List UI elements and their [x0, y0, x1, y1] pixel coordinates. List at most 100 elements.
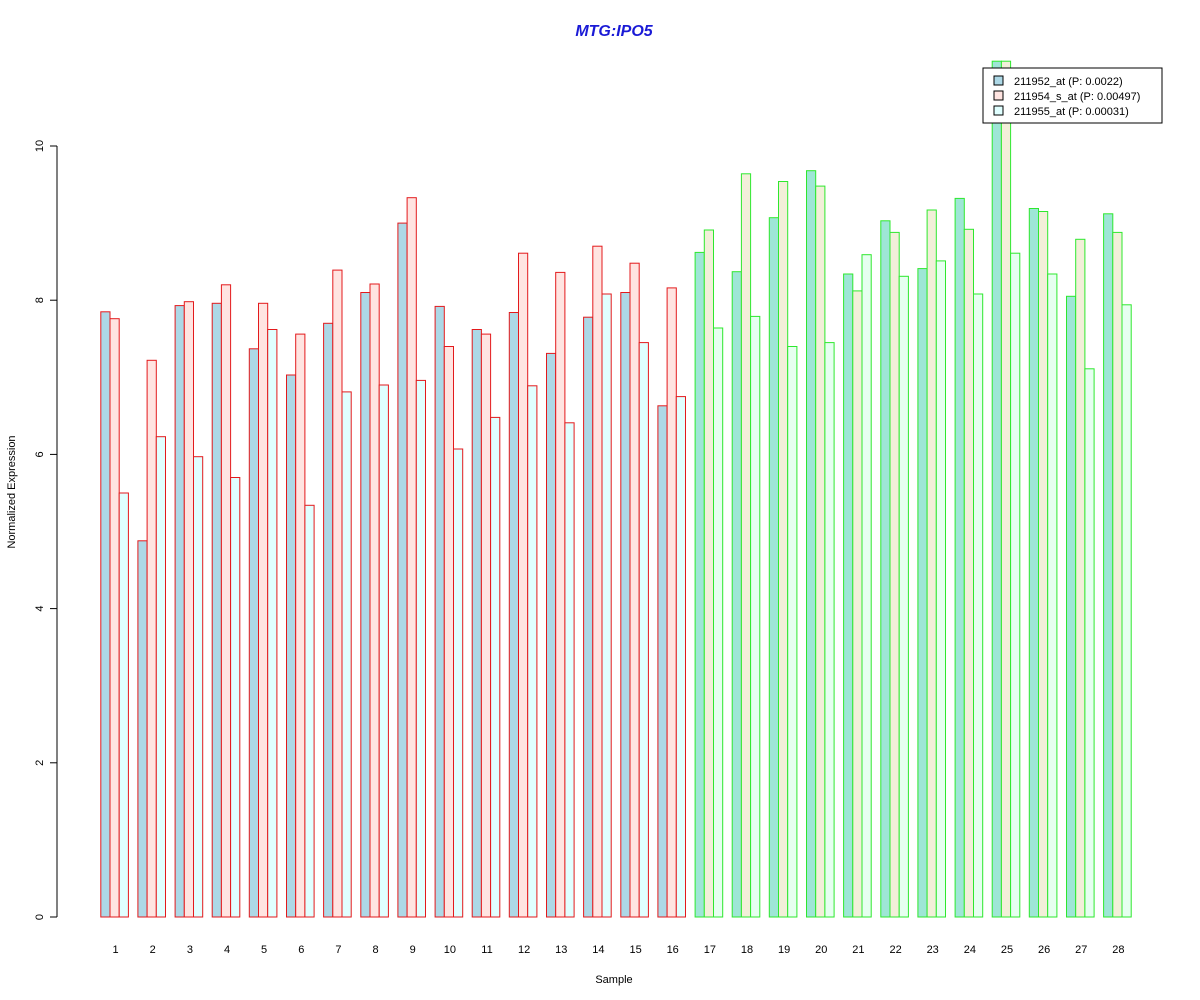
bar-1-sample-23	[917, 268, 928, 918]
x-tick-label: 8	[373, 944, 379, 956]
bar-1-sample-6	[286, 374, 297, 918]
x-tick-label: 19	[778, 944, 790, 956]
bar-3-sample-20	[824, 342, 835, 918]
bar-2-sample-2	[146, 359, 157, 918]
bar-2-sample-20	[815, 185, 826, 918]
bar-1-sample-12	[508, 312, 519, 918]
bar-group	[100, 60, 1132, 918]
bar-2-sample-21	[852, 290, 863, 918]
y-tick-label: 6	[34, 451, 46, 457]
x-tick-label: 9	[410, 944, 416, 956]
bar-3-sample-3	[193, 456, 204, 918]
bar-1-sample-13	[546, 352, 557, 918]
bar-3-sample-14	[601, 293, 612, 918]
bar-1-sample-21	[843, 273, 854, 918]
bar-3-sample-17	[713, 327, 724, 918]
bar-1-sample-24	[954, 197, 965, 918]
y-tick-label: 10	[34, 140, 46, 152]
bar-1-sample-10	[434, 305, 445, 918]
bar-3-sample-9	[415, 379, 426, 918]
bar-2-sample-12	[518, 252, 529, 918]
bar-3-sample-6	[304, 504, 315, 918]
bar-1-sample-8	[360, 292, 371, 918]
bar-2-sample-1	[109, 318, 120, 918]
bar-3-sample-21	[861, 254, 872, 918]
bar-3-sample-7	[341, 391, 352, 918]
bar-2-sample-11	[480, 333, 492, 918]
x-tick-label: 6	[298, 944, 304, 956]
legend: 211952_at (P: 0.0022) 211954_s_at (P: 0.0…	[982, 67, 1163, 124]
bar-1-sample-25	[991, 60, 1002, 918]
x-tick-label: 5	[261, 944, 267, 956]
legend-swatch	[993, 90, 1004, 101]
bar-1-sample-17	[694, 251, 705, 918]
x-tick-label: 26	[1038, 944, 1050, 956]
x-tick-label: 24	[964, 944, 976, 956]
bar-2-sample-5	[258, 302, 269, 918]
y-axis-label: Normalized Expression	[6, 435, 18, 548]
x-tick-label: 10	[444, 944, 456, 956]
bar-2-sample-27	[1075, 238, 1086, 918]
bar-1-sample-20	[806, 170, 817, 918]
bar-3-sample-8	[378, 384, 389, 918]
bar-1-sample-7	[323, 322, 334, 918]
bar-2-sample-16	[666, 287, 677, 918]
x-tick-label: 13	[555, 944, 567, 956]
bar-1-sample-11	[471, 329, 482, 918]
bar-3-sample-19	[787, 346, 798, 918]
bar-3-sample-2	[155, 436, 167, 918]
bar-2-sample-14	[592, 245, 603, 918]
x-tick-label: 7	[335, 944, 341, 956]
bar-3-sample-15	[638, 342, 649, 918]
bar-3-sample-24	[973, 293, 984, 918]
x-tick-label: 23	[927, 944, 939, 956]
bar-2-sample-17	[703, 229, 714, 918]
x-tick-label: 17	[704, 944, 716, 956]
bar-1-sample-3	[174, 305, 185, 918]
y-tick-label: 4	[34, 606, 46, 612]
bar-2-sample-7	[332, 269, 343, 918]
bar-2-sample-15	[629, 262, 640, 918]
bar-2-sample-19	[778, 181, 789, 918]
x-tick-label: 21	[852, 944, 864, 956]
bar-2-sample-8	[369, 283, 380, 918]
x-tick-label: 20	[815, 944, 827, 956]
bar-2-sample-13	[555, 271, 566, 918]
chart-title: MTG:IPO5	[575, 23, 653, 40]
x-tick-label: 15	[629, 944, 641, 956]
x-tick-label: 28	[1112, 944, 1124, 956]
bar-2-sample-18	[740, 173, 752, 918]
bar-3-sample-26	[1047, 273, 1058, 918]
bar-3-sample-16	[675, 396, 686, 918]
bar-2-sample-9	[406, 197, 417, 918]
x-tick-label: 16	[667, 944, 679, 956]
x-tick-label: 14	[592, 944, 604, 956]
bar-3-sample-1	[118, 492, 129, 918]
y-tick-label: 0	[34, 914, 46, 920]
bar-1-sample-5	[248, 348, 260, 918]
y-axis: 0 2 4 6 8 10	[34, 140, 58, 920]
legend-label: 211954_s_at (P: 0.00497)	[1014, 91, 1140, 103]
x-tick-label: 11	[481, 944, 492, 956]
bar-1-sample-18	[731, 271, 742, 918]
bar-2-sample-6	[295, 333, 306, 918]
x-tick-label: 2	[150, 944, 156, 956]
x-tick-label: 27	[1075, 944, 1087, 956]
bar-3-sample-23	[935, 260, 946, 918]
y-tick-label: 2	[34, 760, 46, 766]
bar-1-sample-4	[211, 302, 222, 918]
x-tick-labels: 1 2 3 4 5 6 7 8 9 10 11 12 13 14 15 16 17 18 19 20 21 22 23 24 2…	[113, 944, 1125, 956]
bar-3-sample-27	[1084, 368, 1095, 918]
bar-3-sample-13	[564, 422, 575, 918]
bar-3-sample-4	[230, 477, 241, 918]
bar-2-sample-28	[1112, 231, 1123, 918]
x-tick-label: 3	[187, 944, 193, 956]
bar-1-sample-19	[768, 217, 779, 918]
bar-2-sample-4	[220, 284, 232, 918]
legend-box	[982, 67, 1163, 124]
bar-1-sample-15	[620, 292, 631, 918]
x-tick-label: 12	[518, 944, 530, 956]
bar-3-sample-11	[490, 416, 501, 918]
bar-1-sample-28	[1103, 213, 1114, 918]
